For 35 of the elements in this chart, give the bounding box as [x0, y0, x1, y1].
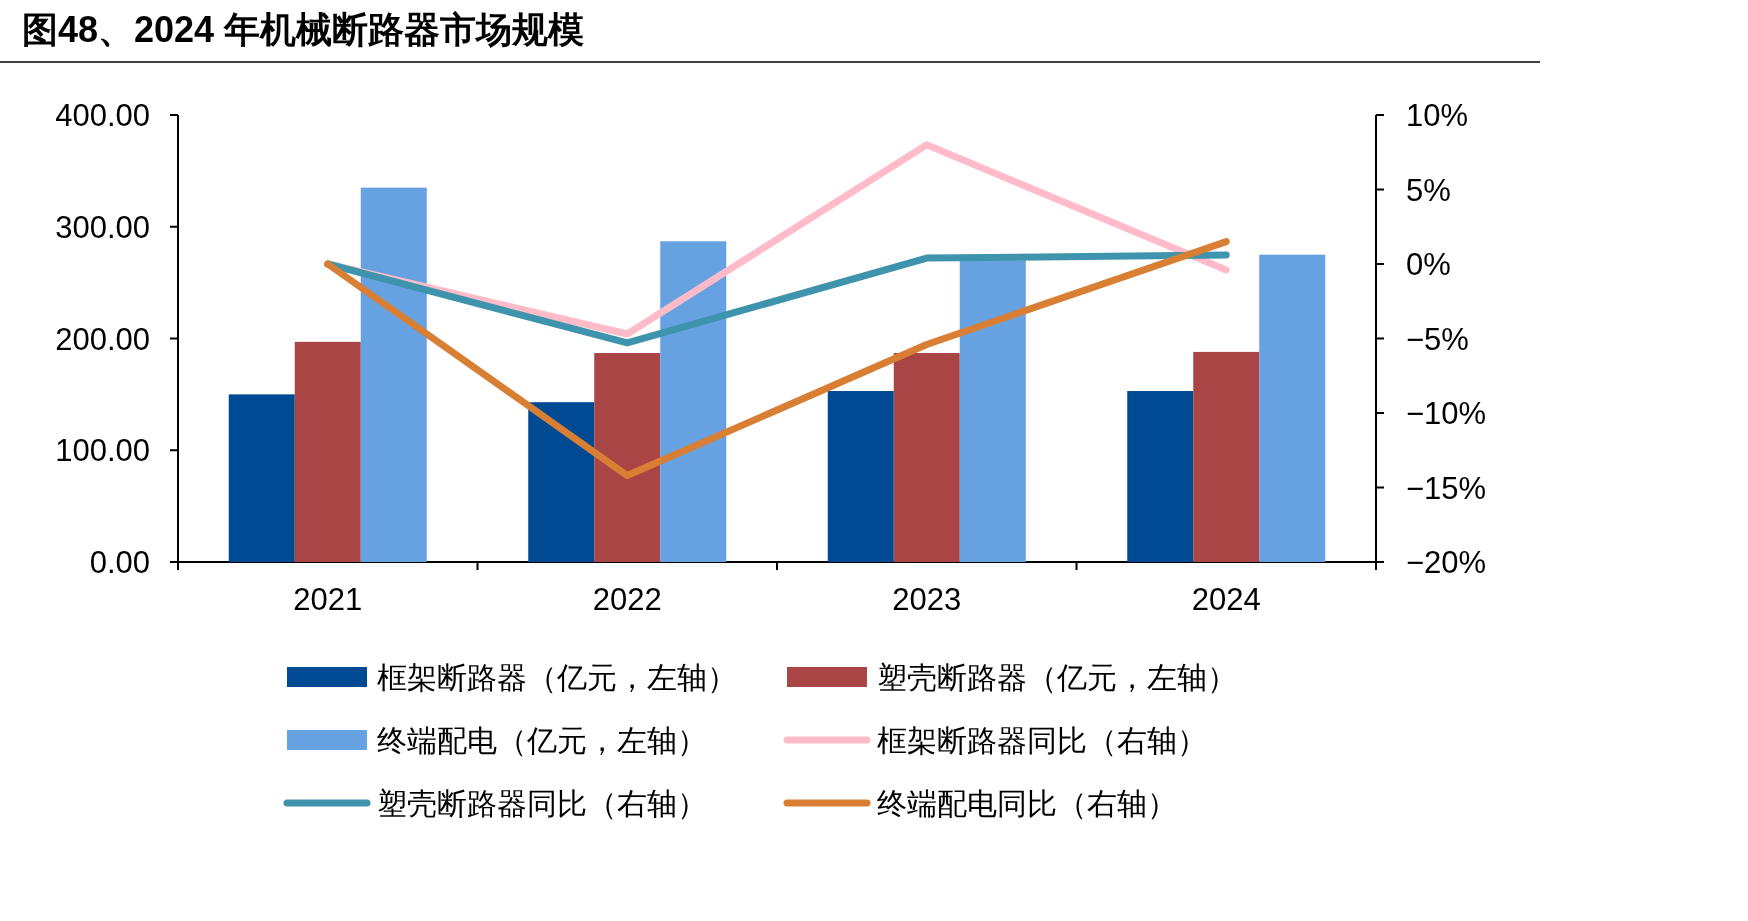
- y2-tick-label: −10%: [1406, 396, 1487, 431]
- y2-tick-label: −5%: [1406, 321, 1469, 357]
- legend-label: 终端配电（亿元，左轴）: [377, 724, 707, 757]
- bar: [893, 353, 960, 562]
- x-tick-label: 2022: [592, 582, 662, 617]
- bar: [594, 353, 661, 562]
- bar: [827, 391, 894, 562]
- legend-label: 终端配电同比（右轴）: [877, 787, 1177, 820]
- bar: [1127, 391, 1194, 562]
- bar: [360, 187, 427, 562]
- y-tick-label: 0.00: [89, 545, 150, 580]
- y-tick-label: 200.00: [55, 321, 150, 357]
- bar: [1259, 254, 1326, 562]
- y-tick-label: 300.00: [55, 209, 150, 245]
- y2-tick-label: 10%: [1406, 98, 1469, 133]
- x-tick-label: 2021: [293, 582, 363, 617]
- bar: [1193, 351, 1260, 562]
- x-tick-label: 2024: [1191, 582, 1261, 617]
- y2-tick-label: 5%: [1406, 172, 1451, 208]
- legend-label: 塑壳断路器（亿元，左轴）: [877, 661, 1237, 694]
- bar: [660, 241, 727, 562]
- y-tick-label: 100.00: [55, 433, 150, 469]
- chart-title: 图48、2024 年机械断路器市场规模: [22, 9, 585, 50]
- y2-tick-label: −20%: [1406, 545, 1487, 580]
- y2-tick-label: −15%: [1406, 470, 1487, 506]
- x-tick-label: 2023: [892, 582, 962, 617]
- legend-label: 框架断路器同比（右轴）: [877, 724, 1207, 757]
- y2-tick-label: 0%: [1406, 247, 1451, 282]
- bar: [228, 394, 295, 562]
- legend-label: 塑壳断路器同比（右轴）: [377, 787, 707, 820]
- legend-label: 框架断路器（亿元，左轴）: [377, 661, 737, 694]
- bar: [294, 341, 361, 562]
- y-tick-label: 400.00: [55, 98, 150, 133]
- bar: [959, 260, 1026, 562]
- bar: [528, 402, 595, 562]
